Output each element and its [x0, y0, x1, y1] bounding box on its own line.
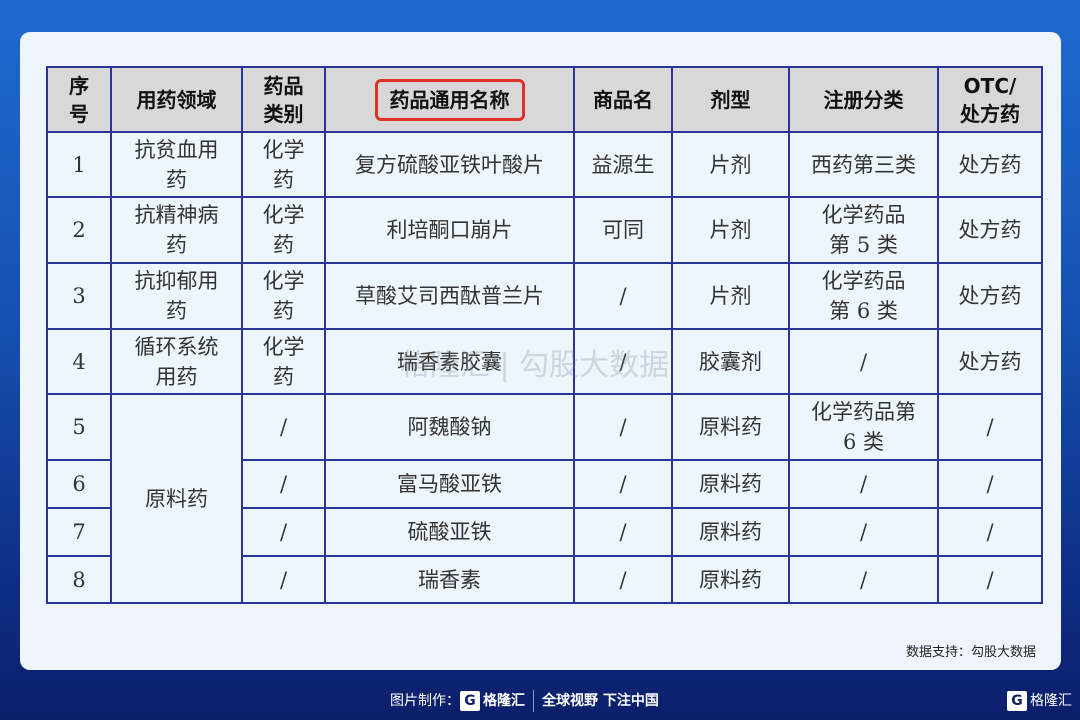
cell-seq: 4	[46, 328, 112, 395]
cell-registration: /	[788, 459, 939, 509]
cell-category: 化学药	[241, 328, 326, 395]
cell-registration: /	[788, 328, 939, 395]
header-category: 药品类别	[241, 66, 326, 133]
cell-field: 循环系统 用药	[110, 328, 243, 395]
cell-category: /	[241, 507, 326, 557]
cell-registration: /	[788, 507, 939, 557]
cell-registration: 化学药品第 6 类	[788, 393, 939, 461]
table-row: 6/富马酸亚铁 / 原料药 / /	[46, 459, 1043, 509]
brand-logo: G 格隆汇	[460, 690, 525, 711]
logo-g-icon: G	[460, 691, 480, 711]
cell-brand: /	[573, 328, 673, 395]
cell-registration: /	[788, 555, 939, 604]
cell-generic-name: 瑞香素	[324, 555, 575, 604]
cell-seq: 5	[46, 393, 112, 461]
table-row: 5 原料药 / 阿魏酸钠 / 原料药 化学药品第 6 类 /	[46, 393, 1043, 604]
cell-generic-name: 硫酸亚铁	[324, 507, 575, 557]
cell-brand: /	[573, 507, 673, 557]
cell-generic-name: 利培酮口崩片	[324, 196, 575, 264]
cell-brand: /	[573, 393, 673, 461]
cell-category: /	[241, 555, 326, 604]
cell-generic-name: 复方硫酸亚铁叶酸片	[324, 131, 575, 198]
cell-form: 原料药	[671, 507, 790, 557]
cell-otc: 处方药	[937, 131, 1043, 198]
cell-brand: 可同	[573, 196, 673, 264]
cell-seq: 2	[46, 196, 112, 264]
cell-seq: 3	[46, 262, 112, 330]
header-category-label: 药品类别	[263, 73, 304, 126]
data-source: 数据支持：勾股大数据	[905, 645, 1036, 660]
cell-category: 化学药	[241, 262, 326, 330]
cell-seq: 7	[46, 507, 112, 557]
cell-seq: 6	[46, 459, 112, 509]
cell-category: /	[241, 459, 326, 509]
watermark: 格隆汇 | 勾股大数据	[400, 348, 670, 383]
header-otc: OTC/处方药	[937, 66, 1043, 133]
table-row: 7/硫酸亚铁 / 原料药 / /	[46, 507, 1043, 557]
header-field: 用药领域	[110, 66, 243, 133]
slogan: 全球视野 下注中国	[542, 693, 659, 709]
cell-form: 片剂	[671, 131, 790, 198]
table-row: 3 抗抑郁用药化学药草酸艾司西酞普兰片 / 片剂 化学药品第 6 类处方药	[46, 262, 1043, 330]
table-row: 8/瑞香素 / 原料药 / /	[46, 555, 1043, 604]
cell-generic-name: 草酸艾司西酞普兰片	[324, 262, 575, 330]
made-by-label: 图片制作：	[390, 693, 460, 709]
cell-brand: 益源生	[573, 131, 673, 198]
cell-generic-name: 富马酸亚铁	[324, 459, 575, 509]
content-card: 序号 用药领域 药品类别 药品通用名称 商品名 剂型 注册分类 OTC/处方药 …	[20, 32, 1061, 670]
cell-form: 片剂	[671, 262, 790, 330]
cell-form: 原料药	[671, 393, 790, 461]
header-form: 剂型	[671, 66, 790, 133]
footer: 图片制作： G 格隆汇 全球视野 下注中国 G 格隆汇	[0, 680, 1080, 720]
cell-otc: 处方药	[937, 196, 1043, 264]
cell-registration: 西药第三类	[788, 131, 939, 198]
divider	[533, 690, 534, 712]
logo-g-icon: G	[1007, 691, 1027, 711]
header-registration: 注册分类	[788, 66, 939, 133]
table-row: 4 循环系统 用药 化学药瑞香素胶囊 / 胶囊剂 / 处方药	[46, 328, 1043, 395]
corner-logo: G 格隆汇	[1007, 690, 1072, 711]
cell-otc: /	[937, 555, 1043, 604]
cell-brand: /	[573, 262, 673, 330]
cell-seq: 1	[46, 131, 112, 198]
cell-brand: /	[573, 555, 673, 604]
cell-field: 抗精神病药	[110, 196, 243, 264]
cell-form: 原料药	[671, 459, 790, 509]
table-row: 2 抗精神病药化学药利培酮口崩片 可同 片剂 化学药品第 5 类处方药	[46, 196, 1043, 264]
header-row: 序号 用药领域 药品类别 药品通用名称 商品名 剂型 注册分类 OTC/处方药	[46, 66, 1043, 133]
cell-brand: /	[573, 459, 673, 509]
header-brand: 商品名	[573, 66, 673, 133]
header-seq: 序号	[46, 66, 112, 133]
table-row: 1 抗贫血用药化学药复方硫酸亚铁叶酸片 益源生 片剂 西药第三类 处方药	[46, 131, 1043, 198]
cell-otc: 处方药	[937, 262, 1043, 330]
cell-form: 片剂	[671, 196, 790, 264]
cell-category: 化学药	[241, 131, 326, 198]
cell-form: 原料药	[671, 555, 790, 604]
cell-otc: 处方药	[937, 328, 1043, 395]
cell-generic-name: 阿魏酸钠	[324, 393, 575, 461]
cell-otc: /	[937, 507, 1043, 557]
cell-form: 胶囊剂	[671, 328, 790, 395]
cell-seq: 8	[46, 555, 112, 604]
cell-category: 化学药	[241, 196, 326, 264]
cell-category: /	[241, 393, 326, 461]
cell-generic-name: 瑞香素胶囊	[324, 328, 575, 395]
cell-field-merged: 原料药	[110, 393, 243, 604]
header-generic-name: 药品通用名称	[324, 66, 575, 133]
cell-otc: /	[937, 393, 1043, 461]
drug-table: 序号 用药领域 药品类别 药品通用名称 商品名 剂型 注册分类 OTC/处方药 …	[46, 66, 1043, 604]
cell-registration: 化学药品第 6 类	[788, 262, 939, 330]
cell-field: 抗抑郁用药	[110, 262, 243, 330]
cell-otc: /	[937, 459, 1043, 509]
cell-registration: 化学药品第 5 类	[788, 196, 939, 264]
cell-field: 抗贫血用药	[110, 131, 243, 198]
highlight-box: 药品通用名称	[374, 78, 525, 121]
